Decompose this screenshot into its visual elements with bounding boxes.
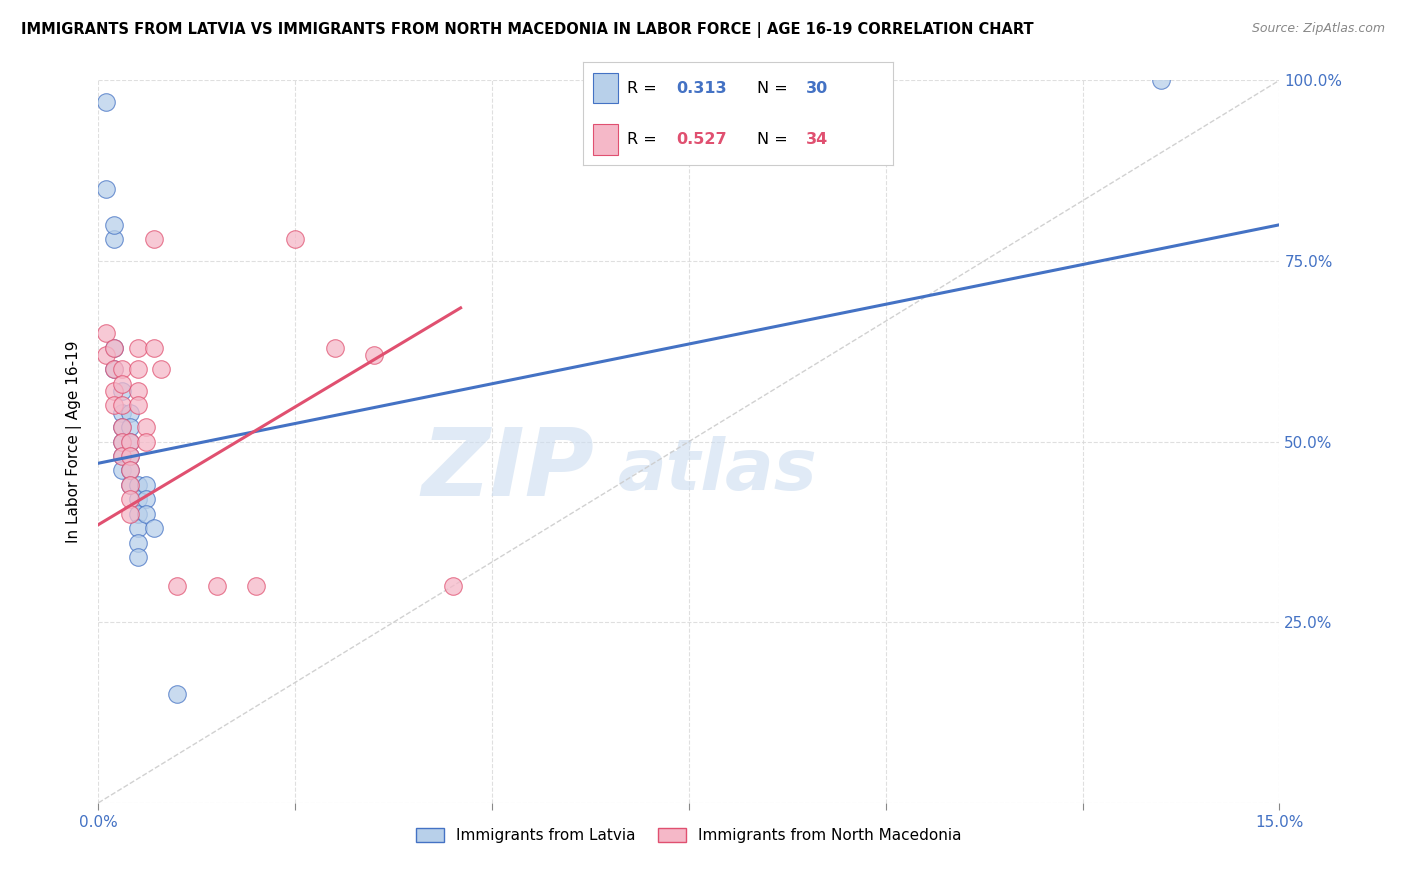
Text: N =: N =	[756, 132, 793, 147]
Point	[103, 362, 125, 376]
Point	[118, 492, 141, 507]
Point	[127, 398, 149, 412]
Point	[118, 507, 141, 521]
Point	[111, 376, 134, 391]
Point	[135, 478, 157, 492]
Text: ZIP: ZIP	[422, 425, 595, 516]
Point	[103, 218, 125, 232]
Point	[111, 398, 134, 412]
Point	[118, 449, 141, 463]
Text: 0.313: 0.313	[676, 80, 727, 95]
Point	[142, 232, 165, 246]
Text: R =: R =	[627, 132, 662, 147]
Point	[111, 449, 134, 463]
Point	[127, 507, 149, 521]
Point	[118, 478, 141, 492]
Point	[127, 341, 149, 355]
Point	[363, 348, 385, 362]
Point	[103, 232, 125, 246]
Point	[96, 326, 118, 340]
Point	[111, 463, 134, 477]
Point	[245, 579, 267, 593]
Legend: Immigrants from Latvia, Immigrants from North Macedonia: Immigrants from Latvia, Immigrants from …	[411, 822, 967, 849]
Text: Source: ZipAtlas.com: Source: ZipAtlas.com	[1251, 22, 1385, 36]
Point	[127, 362, 149, 376]
Text: N =: N =	[756, 80, 793, 95]
Point	[111, 384, 134, 398]
Point	[205, 579, 228, 593]
Point	[111, 420, 134, 434]
Point	[111, 406, 134, 420]
Point	[96, 95, 118, 109]
Point	[127, 384, 149, 398]
Point	[103, 341, 125, 355]
Point	[166, 687, 188, 701]
Point	[284, 232, 307, 246]
Point	[1150, 73, 1173, 87]
Point	[103, 384, 125, 398]
Point	[118, 420, 141, 434]
Point	[118, 478, 141, 492]
Point	[103, 398, 125, 412]
Point	[441, 579, 464, 593]
Point	[135, 420, 157, 434]
Point	[135, 507, 157, 521]
Text: R =: R =	[627, 80, 662, 95]
Point	[111, 420, 134, 434]
Point	[127, 478, 149, 492]
Point	[103, 341, 125, 355]
Point	[142, 521, 165, 535]
Point	[96, 348, 118, 362]
FancyBboxPatch shape	[593, 124, 617, 155]
Point	[118, 463, 141, 477]
Y-axis label: In Labor Force | Age 16-19: In Labor Force | Age 16-19	[66, 340, 83, 543]
Point	[127, 521, 149, 535]
Point	[118, 434, 141, 449]
Point	[111, 434, 134, 449]
Point	[142, 341, 165, 355]
Text: IMMIGRANTS FROM LATVIA VS IMMIGRANTS FROM NORTH MACEDONIA IN LABOR FORCE | AGE 1: IMMIGRANTS FROM LATVIA VS IMMIGRANTS FRO…	[21, 22, 1033, 38]
Point	[111, 362, 134, 376]
Point	[118, 406, 141, 420]
Point	[323, 341, 346, 355]
Point	[127, 492, 149, 507]
Point	[135, 434, 157, 449]
FancyBboxPatch shape	[593, 73, 617, 103]
Point	[96, 182, 118, 196]
Text: 34: 34	[806, 132, 828, 147]
Point	[118, 449, 141, 463]
Point	[111, 449, 134, 463]
Point	[150, 362, 173, 376]
Point	[127, 550, 149, 565]
Point	[118, 434, 141, 449]
Point	[111, 434, 134, 449]
Text: atlas: atlas	[619, 436, 818, 505]
Point	[135, 492, 157, 507]
Text: 0.527: 0.527	[676, 132, 727, 147]
Point	[166, 579, 188, 593]
Point	[127, 535, 149, 549]
Point	[103, 362, 125, 376]
Point	[118, 463, 141, 477]
Text: 30: 30	[806, 80, 828, 95]
